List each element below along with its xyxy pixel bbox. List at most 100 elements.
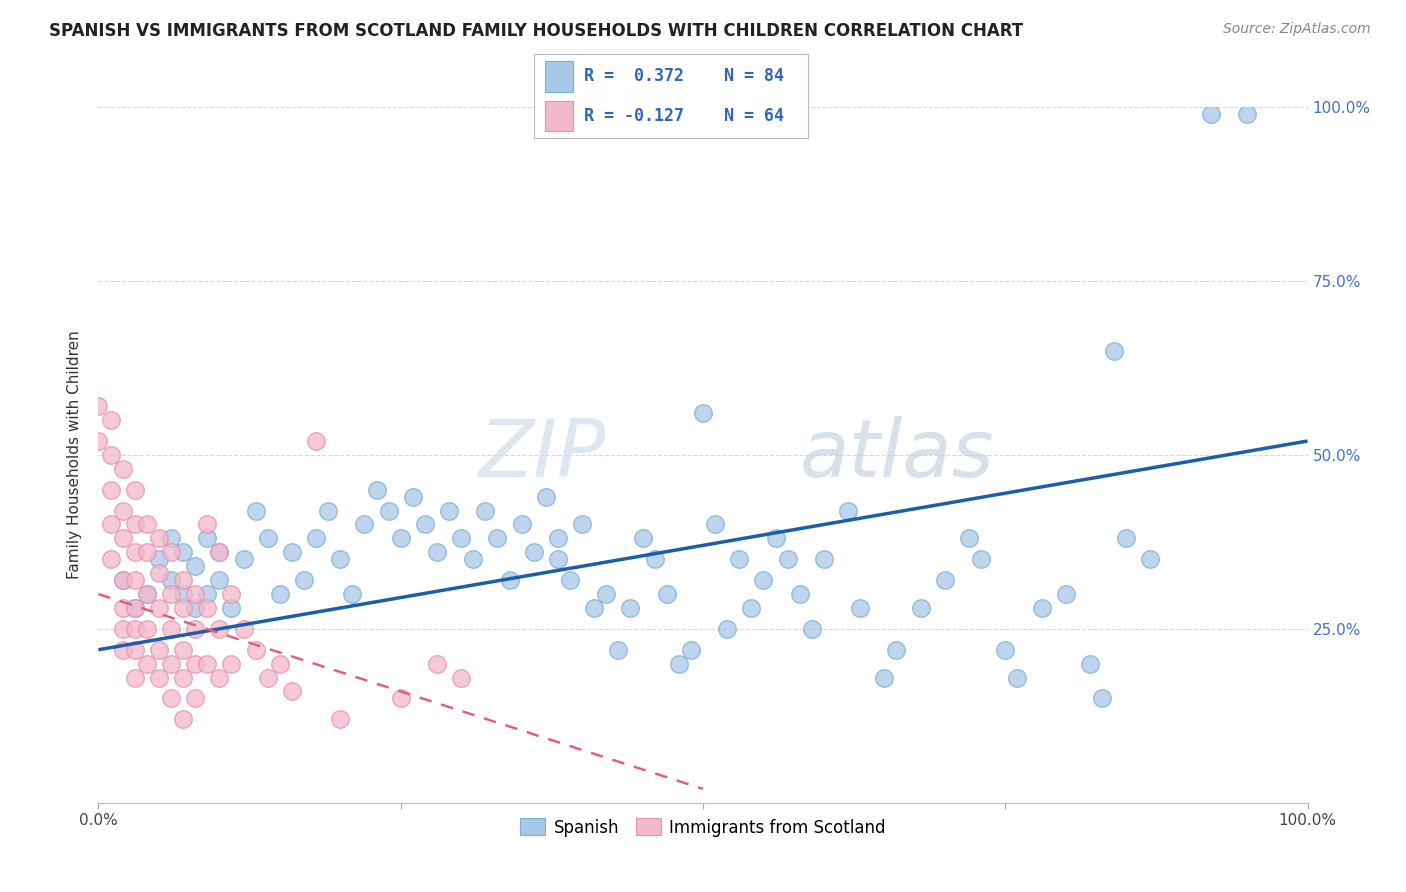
Text: R = -0.127    N = 64: R = -0.127 N = 64 bbox=[583, 107, 783, 125]
Point bbox=[534, 490, 557, 504]
Point bbox=[776, 552, 799, 566]
Point bbox=[135, 587, 157, 601]
Point bbox=[329, 712, 352, 726]
Point bbox=[800, 622, 823, 636]
Point bbox=[849, 601, 872, 615]
Point bbox=[160, 532, 183, 546]
Text: ZIP: ZIP bbox=[479, 416, 606, 494]
Point bbox=[135, 545, 157, 559]
Point bbox=[135, 622, 157, 636]
Point bbox=[160, 587, 183, 601]
Point bbox=[111, 573, 134, 587]
Point bbox=[704, 517, 727, 532]
Point bbox=[208, 671, 231, 685]
Point bbox=[148, 601, 170, 615]
Point bbox=[437, 503, 460, 517]
Point bbox=[172, 573, 194, 587]
Point bbox=[450, 671, 472, 685]
Point bbox=[208, 622, 231, 636]
Text: SPANISH VS IMMIGRANTS FROM SCOTLAND FAMILY HOUSEHOLDS WITH CHILDREN CORRELATION : SPANISH VS IMMIGRANTS FROM SCOTLAND FAMI… bbox=[49, 22, 1024, 40]
Point bbox=[547, 532, 569, 546]
Point bbox=[1236, 107, 1258, 121]
Point bbox=[172, 642, 194, 657]
Point bbox=[450, 532, 472, 546]
Point bbox=[789, 587, 811, 601]
Point bbox=[813, 552, 835, 566]
Point bbox=[195, 587, 218, 601]
Point bbox=[377, 503, 399, 517]
Point bbox=[366, 483, 388, 497]
Point bbox=[558, 573, 581, 587]
Point bbox=[752, 573, 775, 587]
Point bbox=[100, 552, 122, 566]
Point bbox=[583, 601, 606, 615]
Point bbox=[100, 517, 122, 532]
Point bbox=[100, 413, 122, 427]
Text: Source: ZipAtlas.com: Source: ZipAtlas.com bbox=[1223, 22, 1371, 37]
Point bbox=[970, 552, 993, 566]
Point bbox=[172, 601, 194, 615]
Point bbox=[87, 399, 110, 413]
Point bbox=[232, 552, 254, 566]
Point bbox=[160, 545, 183, 559]
Point bbox=[256, 671, 278, 685]
Point bbox=[679, 642, 702, 657]
Point bbox=[232, 622, 254, 636]
Point bbox=[342, 587, 364, 601]
Point bbox=[305, 434, 328, 448]
Point bbox=[316, 503, 339, 517]
Point bbox=[184, 657, 207, 671]
Point bbox=[87, 434, 110, 448]
Point bbox=[135, 587, 157, 601]
Point bbox=[1007, 671, 1029, 685]
Point bbox=[510, 517, 533, 532]
Point bbox=[124, 642, 146, 657]
Point bbox=[245, 503, 267, 517]
Point bbox=[124, 517, 146, 532]
Point bbox=[619, 601, 641, 615]
Point bbox=[245, 642, 267, 657]
Point bbox=[111, 503, 134, 517]
Point bbox=[389, 532, 412, 546]
Point bbox=[1054, 587, 1077, 601]
Point bbox=[124, 671, 146, 685]
Point bbox=[135, 517, 157, 532]
Point bbox=[221, 587, 243, 601]
Point bbox=[100, 483, 122, 497]
Y-axis label: Family Households with Children: Family Households with Children bbox=[67, 331, 83, 579]
Point bbox=[221, 657, 243, 671]
Point bbox=[765, 532, 787, 546]
Point bbox=[135, 657, 157, 671]
Point bbox=[124, 601, 146, 615]
Point bbox=[426, 657, 449, 671]
Point bbox=[389, 691, 412, 706]
Point bbox=[1078, 657, 1101, 671]
Point bbox=[124, 601, 146, 615]
Point bbox=[595, 587, 617, 601]
Point bbox=[1102, 343, 1125, 358]
Point bbox=[111, 601, 134, 615]
Point bbox=[873, 671, 896, 685]
Point bbox=[111, 462, 134, 476]
Point bbox=[716, 622, 738, 636]
Point bbox=[184, 587, 207, 601]
Point bbox=[413, 517, 436, 532]
Point bbox=[463, 552, 485, 566]
Point bbox=[523, 545, 546, 559]
Point bbox=[837, 503, 859, 517]
Point bbox=[292, 573, 315, 587]
Point bbox=[607, 642, 630, 657]
Bar bbox=[546, 62, 572, 92]
Point bbox=[124, 573, 146, 587]
Legend: Spanish, Immigrants from Scotland: Spanish, Immigrants from Scotland bbox=[513, 812, 893, 843]
Point bbox=[172, 545, 194, 559]
Point bbox=[124, 622, 146, 636]
Point bbox=[547, 552, 569, 566]
Point bbox=[498, 573, 520, 587]
Point bbox=[148, 566, 170, 581]
Point bbox=[910, 601, 932, 615]
Point bbox=[100, 448, 122, 462]
Point bbox=[172, 671, 194, 685]
Point bbox=[160, 691, 183, 706]
Point bbox=[994, 642, 1017, 657]
